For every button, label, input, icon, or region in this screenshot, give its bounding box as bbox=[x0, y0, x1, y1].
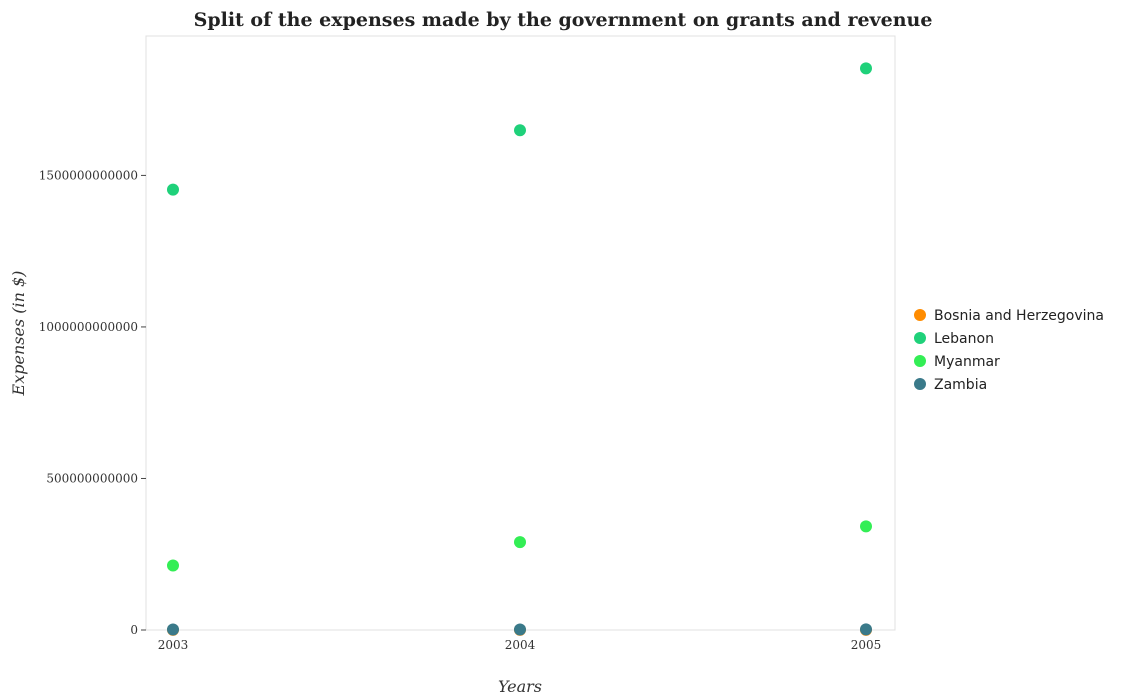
point-lebanon-2004 bbox=[514, 124, 526, 137]
y-tick-label: 500000000000 bbox=[46, 471, 138, 485]
legend: Bosnia and Herzegovina Lebanon Myanmar Zamb… bbox=[914, 308, 1104, 393]
point-lebanon-2003 bbox=[167, 183, 179, 196]
point-lebanon-2005 bbox=[860, 62, 872, 75]
legend-marker-lebanon bbox=[914, 332, 926, 344]
point-zambia-2003 bbox=[167, 623, 179, 636]
point-myanmar-2004 bbox=[514, 536, 526, 549]
legend-label-lebanon: Lebanon bbox=[934, 331, 994, 347]
data-points bbox=[167, 62, 872, 636]
x-axis: 2003 2004 2005 bbox=[158, 630, 882, 652]
legend-marker-zambia bbox=[914, 378, 926, 390]
x-tick-label: 2004 bbox=[505, 638, 536, 652]
chart-title: Split of the expenses made by the govern… bbox=[194, 9, 933, 31]
y-tick-label: 1000000000000 bbox=[39, 320, 138, 334]
legend-marker-myanmar bbox=[914, 355, 926, 367]
legend-label-myanmar: Myanmar bbox=[934, 354, 1000, 370]
legend-marker-bosnia-and-herzegovina bbox=[914, 309, 926, 321]
y-axis: 0 500000000000 1000000000000 1500000000000 bbox=[39, 168, 146, 637]
legend-label-zambia: Zambia bbox=[934, 377, 987, 393]
legend-label-bosnia-and-herzegovina: Bosnia and Herzegovina bbox=[934, 308, 1104, 324]
point-myanmar-2003 bbox=[167, 559, 179, 572]
x-axis-title: Years bbox=[498, 677, 542, 696]
point-zambia-2005 bbox=[860, 623, 872, 636]
y-axis-title: Expenses (in $) bbox=[9, 271, 28, 397]
y-tick-label: 0 bbox=[130, 623, 138, 637]
y-tick-label: 1500000000000 bbox=[39, 168, 138, 182]
x-tick-label: 2003 bbox=[158, 638, 189, 652]
point-zambia-2004 bbox=[514, 623, 526, 636]
point-myanmar-2005 bbox=[860, 520, 872, 533]
x-tick-label: 2005 bbox=[851, 638, 882, 652]
